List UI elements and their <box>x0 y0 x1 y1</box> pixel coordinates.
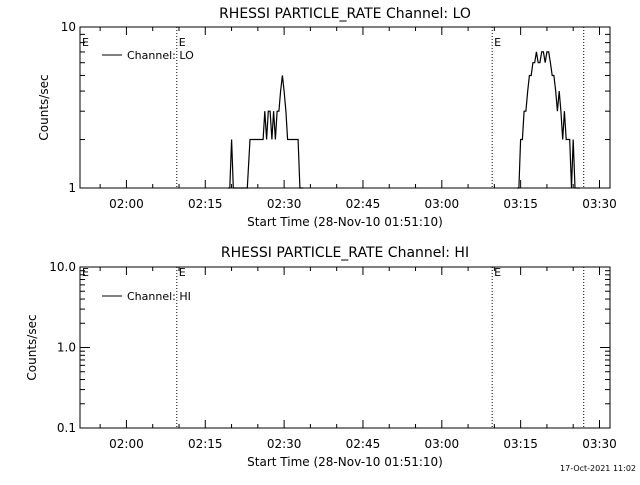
x-tick-label: 02:15 <box>188 437 223 451</box>
chart-title: RHESSI PARTICLE_RATE Channel: HI <box>221 245 469 261</box>
x-tick-label: 02:45 <box>346 197 381 211</box>
x-tick-label: 03:00 <box>425 197 460 211</box>
x-tick-label: 03:00 <box>425 437 460 451</box>
y-axis-label: Counts/sec <box>37 74 51 140</box>
x-tick-label: 02:30 <box>267 437 302 451</box>
x-tick-label: 02:15 <box>188 197 223 211</box>
x-axis-label: Start Time (28-Nov-10 01:51:10) <box>247 215 443 229</box>
event-marker-label-left: E <box>82 36 89 49</box>
x-tick-label: 02:00 <box>109 197 144 211</box>
x-tick-label: 03:30 <box>582 437 617 451</box>
legend-label: Channel: LO <box>127 49 194 62</box>
y-tick-label: 10 <box>61 20 76 34</box>
x-tick-label: 02:00 <box>109 437 144 451</box>
x-tick-label: 02:45 <box>346 437 381 451</box>
event-marker-label-left: E <box>82 266 89 279</box>
x-tick-label: 03:30 <box>582 197 617 211</box>
footer-timestamp: 17-Oct-2021 11:02 <box>560 464 636 473</box>
x-tick-label: 03:15 <box>503 197 538 211</box>
y-tick-label: 0.1 <box>57 421 76 435</box>
event-marker-label: E <box>179 266 186 279</box>
chart-title: RHESSI PARTICLE_RATE Channel: LO <box>219 6 471 22</box>
x-tick-label: 03:15 <box>503 437 538 451</box>
y-tick-label: 1 <box>68 181 76 195</box>
event-marker-label: E <box>494 266 501 279</box>
y-tick-label: 10.0 <box>49 260 76 274</box>
y-tick-label: 1.0 <box>57 341 76 355</box>
series-line-channel-lo <box>517 51 581 189</box>
x-axis-label: Start Time (28-Nov-10 01:51:10) <box>247 455 443 469</box>
x-tick-label: 02:30 <box>267 197 302 211</box>
legend-label: Channel: HI <box>127 290 191 303</box>
event-marker-label: E <box>179 36 186 49</box>
y-axis-label: Counts/sec <box>25 314 39 380</box>
plot-frame <box>79 26 611 189</box>
series-line-channel-lo <box>228 75 304 189</box>
event-marker-label: E <box>494 36 501 49</box>
